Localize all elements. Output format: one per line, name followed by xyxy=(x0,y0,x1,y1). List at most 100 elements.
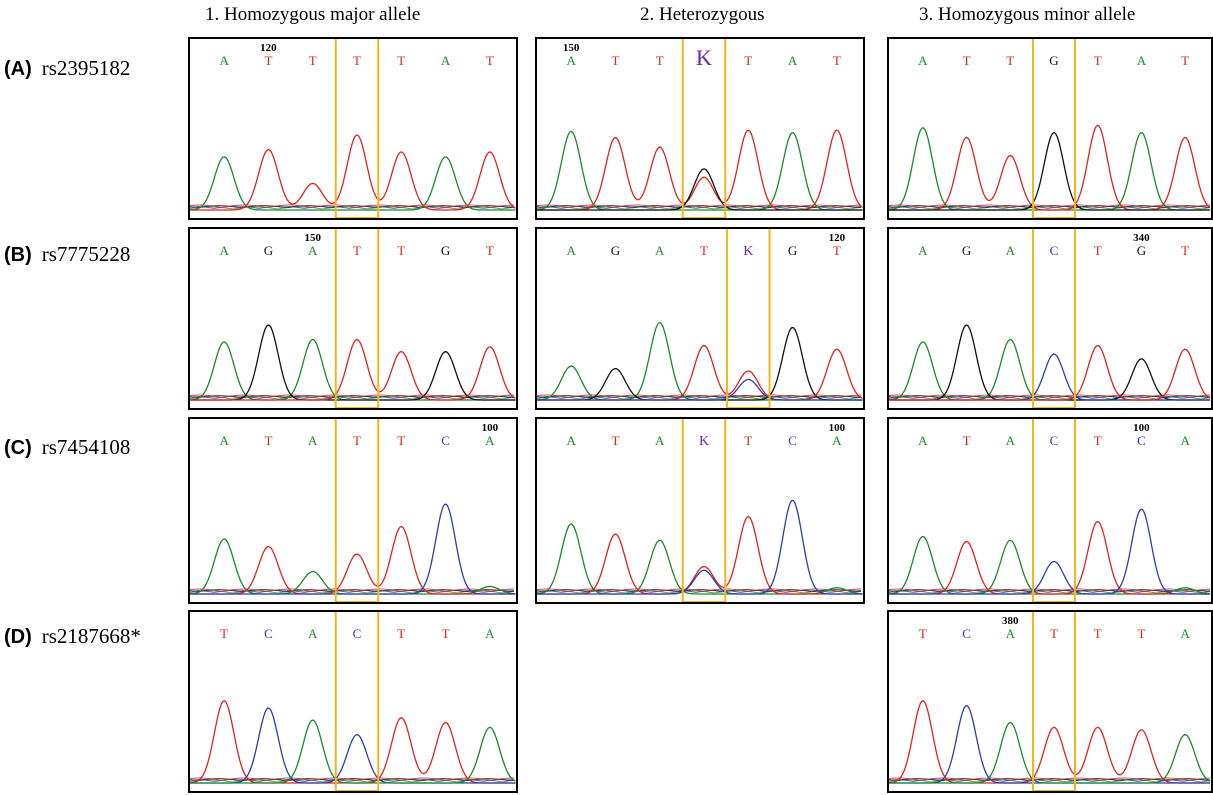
trace-A xyxy=(537,321,863,401)
trace-A xyxy=(189,156,516,211)
position-label: 100 xyxy=(482,422,499,434)
position-label: 100 xyxy=(829,422,846,434)
panel-frame xyxy=(535,417,865,604)
base-call-A: A xyxy=(1006,433,1016,448)
base-call-T: T xyxy=(397,626,405,641)
chromatogram-svg: A T A C T C A 100 xyxy=(887,417,1213,604)
base-call-A: A xyxy=(655,243,665,258)
row-letter: (B) xyxy=(4,244,32,266)
position-label: 100 xyxy=(1133,422,1150,434)
position-label: 120 xyxy=(260,42,277,54)
panel-frame xyxy=(887,610,1213,793)
base-call-C: C xyxy=(1137,433,1146,448)
row-label-c: (C) rs7454108 xyxy=(4,435,130,460)
trace-T xyxy=(189,700,516,784)
baseline-trace xyxy=(189,394,514,398)
base-call-T: T xyxy=(486,53,494,68)
position-label: 150 xyxy=(304,232,321,244)
base-call-T: T xyxy=(700,243,708,258)
base-call-A: A xyxy=(918,53,928,68)
base-call-T: T xyxy=(833,53,841,68)
base-call-T: T xyxy=(264,53,272,68)
base-call-T: T xyxy=(397,433,405,448)
base-call-T: T xyxy=(397,53,405,68)
chromatogram-panel-A2: A T T K T A T 150 xyxy=(535,37,865,220)
panel-frame xyxy=(887,37,1213,220)
trace-G xyxy=(190,324,516,401)
base-call-G: G xyxy=(264,243,273,258)
trace-A xyxy=(536,130,863,211)
position-label: 120 xyxy=(829,232,846,244)
base-call-A: A xyxy=(655,433,665,448)
base-call-T: T xyxy=(486,243,494,258)
base-call-A: A xyxy=(308,433,318,448)
base-call-C: C xyxy=(441,433,450,448)
trace-T xyxy=(888,700,1210,784)
base-call-A: A xyxy=(1006,626,1016,641)
base-call-K: K xyxy=(696,45,712,70)
baseline-trace xyxy=(888,777,1211,781)
baseline-trace xyxy=(189,588,514,592)
base-call-T: T xyxy=(353,243,361,258)
chromatogram-panel-B2: A G A T K G T 120 xyxy=(535,227,865,410)
panel-frame xyxy=(188,37,518,220)
base-call-T: T xyxy=(1094,243,1102,258)
position-label: 150 xyxy=(563,42,580,54)
base-call-G: G xyxy=(611,243,620,258)
baseline-trace xyxy=(189,777,514,781)
base-call-A: A xyxy=(485,433,495,448)
base-call-A: A xyxy=(1180,433,1190,448)
base-call-C: C xyxy=(1050,433,1059,448)
base-call-T: T xyxy=(611,53,619,68)
row-label-d: (D) rs2187668* xyxy=(4,624,141,649)
panel-frame xyxy=(188,227,518,410)
baseline-trace xyxy=(190,589,515,593)
base-call-A: A xyxy=(788,53,798,68)
chromatogram-panel-C3: A T A C T C A 100 xyxy=(887,417,1213,604)
base-call-G: G xyxy=(441,243,450,258)
snp-id: rs2395182 xyxy=(41,56,131,80)
panel-frame xyxy=(188,417,518,604)
panel-frame xyxy=(535,37,865,220)
base-call-C: C xyxy=(788,433,797,448)
snp-id: rs7775228 xyxy=(41,242,131,266)
base-call-T: T xyxy=(309,53,317,68)
position-label: 340 xyxy=(1133,232,1150,244)
chromatogram-panel-C2: A T A K T C A 100 xyxy=(535,417,865,604)
chromatogram-panel-A1: A T T T T A T 120 xyxy=(188,37,518,220)
trace-C xyxy=(889,508,1210,595)
chromatogram-panel-D3: T C A T T T A 380 xyxy=(887,610,1213,793)
base-call-A: A xyxy=(566,433,576,448)
base-call-T: T xyxy=(1181,243,1189,258)
base-call-T: T xyxy=(1050,626,1058,641)
trace-C xyxy=(190,503,516,595)
trace-C xyxy=(889,353,1210,401)
base-call-T: T xyxy=(353,433,361,448)
snp-id: rs2187668* xyxy=(41,624,141,648)
base-call-A: A xyxy=(832,433,842,448)
panel-frame xyxy=(887,417,1213,604)
base-call-A: A xyxy=(441,53,451,68)
base-call-T: T xyxy=(1094,433,1102,448)
base-call-T: T xyxy=(1181,53,1189,68)
base-call-A: A xyxy=(1137,53,1147,68)
snp-id: rs7454108 xyxy=(41,435,131,459)
trace-A xyxy=(889,721,1211,784)
base-call-T: T xyxy=(963,433,971,448)
base-call-A: A xyxy=(918,243,928,258)
base-call-A: A xyxy=(219,243,229,258)
trace-T xyxy=(190,134,516,211)
trace-T xyxy=(537,515,863,595)
base-call-T: T xyxy=(397,243,405,258)
row-label-a: (A) rs2395182 xyxy=(4,56,130,81)
trace-T xyxy=(889,124,1211,211)
base-call-A: A xyxy=(918,433,928,448)
base-call-G: G xyxy=(788,243,797,258)
